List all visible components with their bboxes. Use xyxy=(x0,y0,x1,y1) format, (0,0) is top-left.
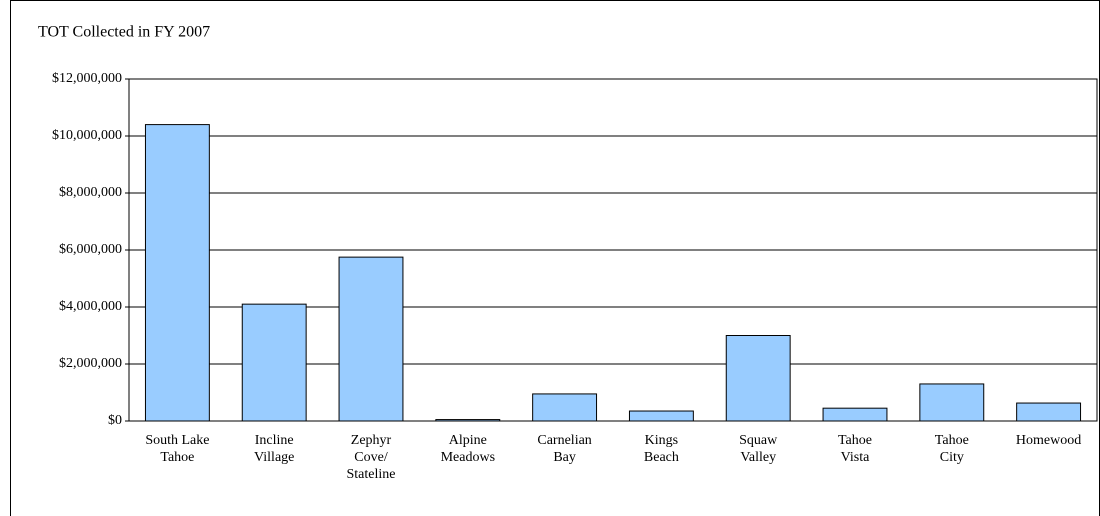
y-tick-label: $4,000,000 xyxy=(59,299,122,314)
y-tick-label: $10,000,000 xyxy=(52,128,122,143)
x-tick-label: Alpine Meadows xyxy=(441,433,495,465)
x-tick-label: Tahoe City xyxy=(935,433,969,465)
bar xyxy=(338,256,404,422)
y-tick-label: $6,000,000 xyxy=(59,242,122,257)
x-tick-label: Homewood xyxy=(1016,433,1081,448)
bar xyxy=(1016,402,1082,422)
bar xyxy=(919,383,985,422)
y-tick-label: $2,000,000 xyxy=(59,356,122,371)
bar xyxy=(822,407,888,422)
bar xyxy=(725,335,791,422)
bar xyxy=(144,124,210,422)
y-tick-label: $12,000,000 xyxy=(52,71,122,86)
bar xyxy=(532,393,598,422)
x-tick-label: Kings Beach xyxy=(644,433,679,465)
bar xyxy=(628,410,694,422)
x-tick-label: Carnelian Bay xyxy=(537,433,591,465)
chart-title: TOT Collected in FY 2007 xyxy=(38,24,210,41)
x-tick-label: Zephyr Cove/Stateline xyxy=(347,433,396,482)
bar xyxy=(435,419,501,422)
x-tick-label: Tahoe Vista xyxy=(838,433,872,465)
x-tick-label: South Lake Tahoe xyxy=(145,433,209,465)
y-tick-label: $8,000,000 xyxy=(59,185,122,200)
x-tick-label: Squaw Valley xyxy=(739,433,778,465)
y-tick-label: $0 xyxy=(108,413,122,428)
bar xyxy=(241,303,307,422)
x-tick-label: Incline Village xyxy=(254,433,294,465)
